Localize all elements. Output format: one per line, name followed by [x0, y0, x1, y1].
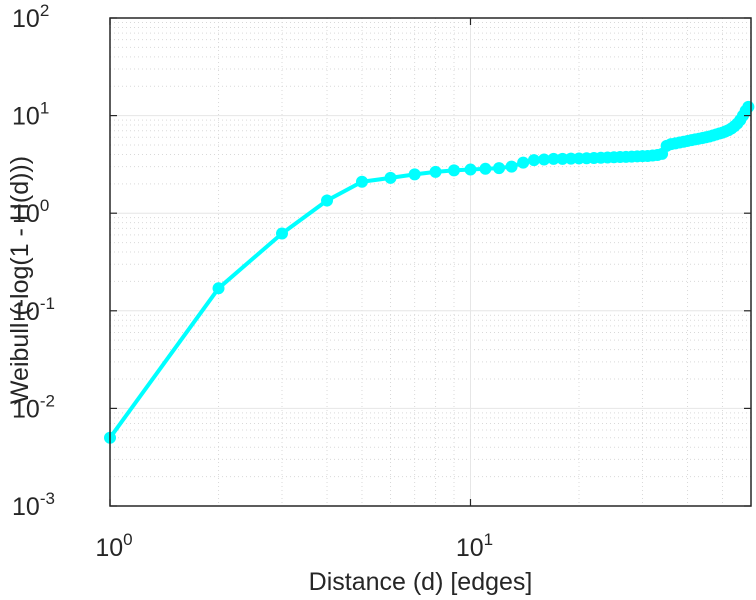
- data-point: [384, 171, 397, 184]
- data-point: [429, 165, 442, 178]
- tick-exponent: 0: [123, 530, 132, 549]
- data-point: [447, 164, 460, 177]
- data-point: [493, 162, 506, 175]
- x-tick-label: 100: [95, 530, 132, 562]
- tick-base: 10: [12, 5, 40, 33]
- x-tick-labels: 100 101: [95, 530, 493, 562]
- data-point: [547, 152, 560, 165]
- data-point: [527, 154, 540, 167]
- tick-exponent: -1: [40, 294, 55, 313]
- x-axis-label: Distance (d) [edges]: [309, 568, 533, 596]
- y-tick-label: 10-3: [12, 489, 55, 521]
- tick-exponent: 2: [40, 1, 49, 20]
- data-point: [505, 160, 518, 173]
- y-tick-label: 101: [12, 99, 49, 131]
- tick-base: 10: [12, 200, 40, 228]
- y-axis-label: Weibull (-log(1 - H(d))): [6, 156, 34, 404]
- axes-box: [109, 17, 752, 507]
- data-point: [464, 163, 477, 176]
- minor-gridlines: [110, 18, 751, 506]
- data-point: [556, 152, 569, 165]
- tick-exponent: -2: [40, 391, 55, 410]
- data-point: [538, 153, 551, 166]
- data-point: [479, 162, 492, 175]
- data-point: [212, 282, 225, 295]
- tick-base: 10: [12, 103, 40, 131]
- plot-frame: [109, 17, 752, 507]
- tick-exponent: 0: [40, 196, 49, 215]
- data-point: [276, 227, 288, 240]
- y-tick-label: 102: [12, 1, 49, 33]
- data-point: [408, 168, 421, 181]
- tick-base: 10: [12, 298, 40, 326]
- tick-exponent: 1: [484, 530, 493, 549]
- series-layer: [104, 100, 755, 444]
- tick-exponent: -3: [40, 489, 55, 508]
- y-tick-label: 100: [12, 196, 49, 228]
- y-tick-label: 10-1: [12, 294, 55, 326]
- x-tick-label: 101: [456, 530, 493, 562]
- tick-base: 10: [456, 534, 484, 562]
- tick-base: 10: [95, 534, 123, 562]
- data-point: [517, 156, 530, 169]
- plot-area: [110, 18, 751, 506]
- data-point: [355, 175, 368, 188]
- plot-background: [110, 18, 751, 506]
- data-point: [321, 194, 334, 207]
- tick-base: 10: [12, 493, 40, 521]
- tick-exponent: 1: [40, 99, 49, 118]
- y-tick-label: 10-2: [12, 391, 55, 423]
- data-point: [742, 100, 755, 113]
- tick-base: 10: [12, 395, 40, 423]
